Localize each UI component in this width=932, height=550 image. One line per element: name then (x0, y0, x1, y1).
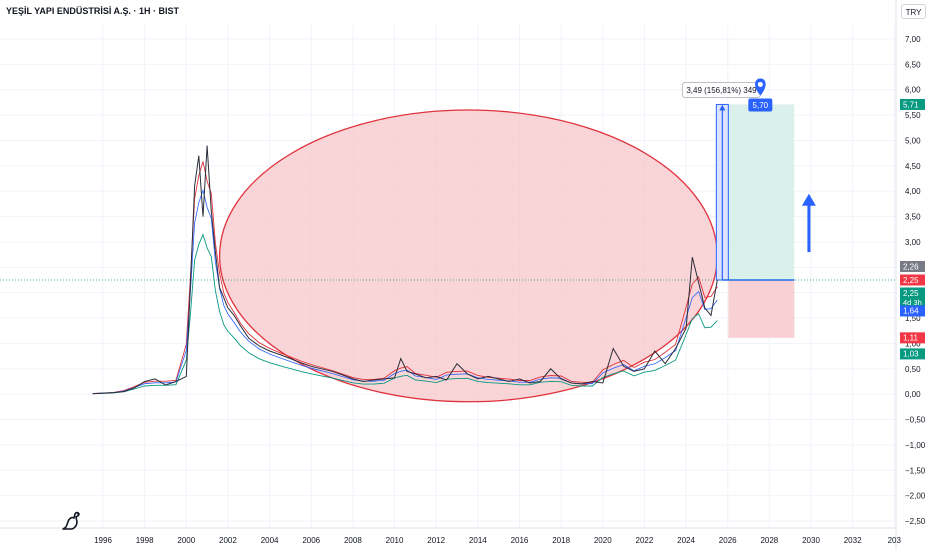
price-tag-label: 1,64 (903, 307, 919, 316)
price-tag (900, 98, 925, 110)
x-tick-label: 2012 (427, 536, 445, 545)
x-tick-label: 2008 (344, 536, 362, 545)
price-tag-label: 1,11 (903, 334, 919, 343)
x-tick-label: 2032 (844, 536, 862, 545)
target-price-label: 5,70 (753, 101, 769, 110)
x-tick-label: 1996 (94, 536, 112, 545)
price-tag-label: 2,25 (903, 276, 919, 285)
x-tick-label: 2028 (760, 536, 778, 545)
x-tick-label: 2024 (677, 536, 695, 545)
ma-line-red (92, 161, 718, 394)
price-line[interactable] (92, 145, 718, 395)
x-tick-label: 2010 (386, 536, 404, 545)
chart-title: YEŞİL YAPI ENDÜSTRİSİ A.Ş. · 1H · BIST (6, 6, 180, 16)
y-tick-label: 6,00 (905, 86, 921, 95)
y-tick-label: −1,00 (905, 441, 926, 450)
x-tick-label: 2000 (177, 536, 195, 545)
x-tick-label: 2020 (594, 536, 612, 545)
y-tick-label: 3,00 (905, 238, 921, 247)
x-tick-label: 2016 (511, 536, 529, 545)
x-tick-label: 2022 (636, 536, 654, 545)
y-tick-label: 3,50 (905, 213, 921, 222)
y-tick-label: 7,00 (905, 35, 921, 44)
price-tag (900, 260, 925, 272)
x-tick-label: 2004 (261, 536, 279, 545)
price-tag (900, 287, 925, 308)
y-tick-label: 5,50 (905, 111, 921, 120)
x-tick-label: 2014 (469, 536, 487, 545)
y-tick-label: 4,50 (905, 162, 921, 171)
y-tick-label: 4,00 (905, 187, 921, 196)
price-tag-label: 1,03 (903, 350, 919, 359)
price-tag-label: 5,71 (903, 100, 919, 109)
x-tick-label: 1998 (136, 536, 154, 545)
currency-button[interactable]: TRY (901, 4, 926, 19)
price-tag-label: 2,25 (903, 289, 919, 298)
stop-zone[interactable] (728, 280, 795, 338)
x-tick-label: 203 (888, 536, 902, 545)
pin-dot (757, 81, 763, 87)
price-tag (900, 348, 925, 360)
up-arrow-head (801, 193, 816, 206)
ma-line-green (92, 233, 718, 395)
price-tag (900, 305, 925, 317)
target-price-tag[interactable] (748, 98, 773, 112)
y-tick-label: −1,50 (905, 466, 926, 475)
countdown-label: 4d 3h (903, 298, 922, 307)
y-tick-label: 1,50 (905, 314, 921, 323)
y-tick-label: 1,00 (905, 339, 921, 348)
price-tag (900, 332, 925, 344)
y-tick-label: 6,50 (905, 60, 921, 69)
x-tick-label: 2006 (302, 536, 320, 545)
x-tick-label: 2030 (802, 536, 820, 545)
y-tick-label: 0,50 (905, 365, 921, 374)
y-tick-label: −2,50 (905, 517, 926, 526)
y-tick-label: −0,50 (905, 416, 926, 425)
y-tick-label: 0,00 (905, 390, 921, 399)
y-tick-label: −2,00 (905, 492, 926, 501)
x-tick-label: 2002 (219, 536, 237, 545)
x-tick-label: 2026 (719, 536, 737, 545)
dinosaur-icon (60, 510, 82, 537)
measure-arrow-head (719, 104, 726, 111)
price-tag-label: 2,26 (903, 262, 919, 271)
target-zone[interactable] (728, 104, 795, 280)
price-tag (900, 274, 925, 286)
measure-label: 3,49 (156,81%) 349 (686, 86, 757, 95)
x-tick-label: 2018 (552, 536, 570, 545)
y-tick-label: 5,00 (905, 136, 921, 145)
ma-line-blue (92, 188, 718, 394)
